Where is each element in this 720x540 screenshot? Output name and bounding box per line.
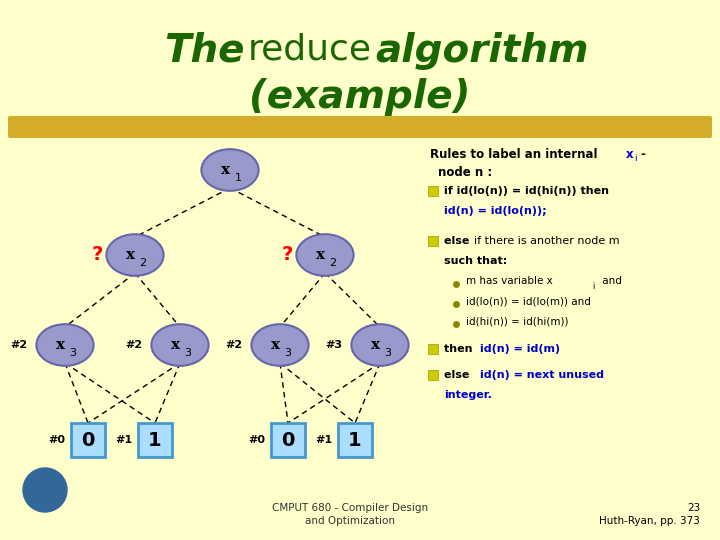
Text: and: and bbox=[599, 276, 622, 286]
Text: x: x bbox=[626, 148, 634, 161]
Text: #0: #0 bbox=[48, 435, 66, 445]
Text: id(n) = next unused: id(n) = next unused bbox=[480, 370, 604, 380]
Text: #0: #0 bbox=[248, 435, 266, 445]
Text: 2: 2 bbox=[330, 258, 336, 268]
Text: 3: 3 bbox=[70, 348, 76, 358]
FancyBboxPatch shape bbox=[8, 116, 712, 138]
FancyBboxPatch shape bbox=[138, 423, 172, 457]
Text: x: x bbox=[316, 248, 325, 262]
Text: integer.: integer. bbox=[444, 390, 492, 400]
Text: x: x bbox=[127, 248, 135, 262]
Text: if id(lo(n)) = id(hi(n)) then: if id(lo(n)) = id(hi(n)) then bbox=[444, 186, 609, 196]
Ellipse shape bbox=[351, 324, 409, 366]
Ellipse shape bbox=[202, 149, 258, 191]
Text: m has variable x: m has variable x bbox=[466, 276, 553, 286]
Text: if there is another node m: if there is another node m bbox=[474, 236, 620, 246]
Text: x: x bbox=[56, 338, 66, 352]
Text: i: i bbox=[592, 282, 595, 291]
FancyBboxPatch shape bbox=[428, 236, 438, 246]
Ellipse shape bbox=[37, 324, 94, 366]
Text: 0: 0 bbox=[81, 430, 95, 449]
Text: id(hi(n)) = id(hi(m)): id(hi(n)) = id(hi(m)) bbox=[466, 316, 569, 326]
Text: 0: 0 bbox=[282, 430, 294, 449]
Text: 3: 3 bbox=[284, 348, 292, 358]
Text: algorithm: algorithm bbox=[375, 32, 588, 70]
Text: id(lo(n)) = id(lo(m)) and: id(lo(n)) = id(lo(m)) and bbox=[466, 296, 591, 306]
Ellipse shape bbox=[251, 324, 309, 366]
Text: Rules to label an internal: Rules to label an internal bbox=[430, 148, 602, 161]
Text: ?: ? bbox=[282, 246, 293, 265]
Text: such that:: such that: bbox=[444, 256, 508, 266]
FancyBboxPatch shape bbox=[428, 344, 438, 354]
Text: x: x bbox=[171, 338, 181, 352]
FancyBboxPatch shape bbox=[428, 370, 438, 380]
Text: (example): (example) bbox=[249, 78, 471, 116]
Text: #1: #1 bbox=[315, 435, 333, 445]
Text: else: else bbox=[444, 370, 473, 380]
Text: i: i bbox=[634, 154, 636, 163]
Text: node n :: node n : bbox=[438, 166, 492, 179]
Text: ?: ? bbox=[91, 246, 103, 265]
Text: id(n) = id(lo(n));: id(n) = id(lo(n)); bbox=[444, 206, 546, 216]
Ellipse shape bbox=[151, 324, 209, 366]
Text: 2: 2 bbox=[140, 258, 147, 268]
Text: else: else bbox=[444, 236, 473, 246]
Text: 3: 3 bbox=[184, 348, 192, 358]
Text: x: x bbox=[222, 163, 230, 177]
Text: then: then bbox=[444, 344, 477, 354]
Text: CMPUT 680 - Compiler Design: CMPUT 680 - Compiler Design bbox=[272, 503, 428, 513]
Text: The: The bbox=[164, 32, 245, 70]
Text: 1: 1 bbox=[235, 173, 241, 183]
Text: x: x bbox=[271, 338, 281, 352]
Text: 23: 23 bbox=[687, 503, 700, 513]
Ellipse shape bbox=[297, 234, 354, 276]
FancyBboxPatch shape bbox=[428, 186, 438, 196]
Text: #2: #2 bbox=[225, 340, 243, 350]
Text: 3: 3 bbox=[384, 348, 392, 358]
Text: x: x bbox=[372, 338, 381, 352]
FancyBboxPatch shape bbox=[71, 423, 105, 457]
Circle shape bbox=[23, 468, 67, 512]
Text: Huth-Ryan, pp. 373: Huth-Ryan, pp. 373 bbox=[599, 516, 700, 526]
Text: #2: #2 bbox=[125, 340, 143, 350]
Text: reduce: reduce bbox=[248, 32, 372, 66]
Text: 1: 1 bbox=[348, 430, 362, 449]
Text: and Optimization: and Optimization bbox=[305, 516, 395, 526]
Text: #1: #1 bbox=[115, 435, 132, 445]
FancyBboxPatch shape bbox=[338, 423, 372, 457]
Text: id(n) = id(m): id(n) = id(m) bbox=[480, 344, 560, 354]
Text: 1: 1 bbox=[148, 430, 162, 449]
Ellipse shape bbox=[107, 234, 163, 276]
Text: -: - bbox=[640, 148, 645, 161]
Text: #2: #2 bbox=[10, 340, 27, 350]
FancyBboxPatch shape bbox=[271, 423, 305, 457]
Text: #3: #3 bbox=[325, 340, 343, 350]
